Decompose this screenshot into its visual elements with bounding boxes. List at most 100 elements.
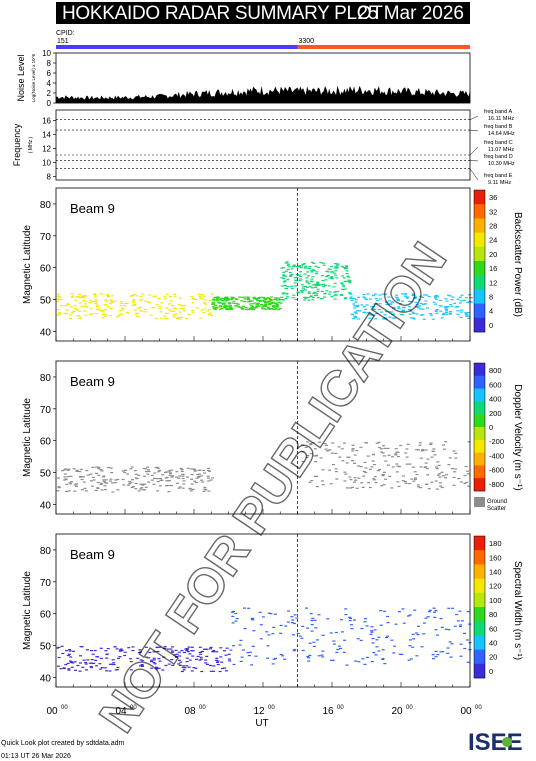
scatter-cell <box>442 312 446 314</box>
scatter-cell <box>301 460 305 463</box>
scatter-cell <box>317 266 321 268</box>
scatter-cell <box>170 650 174 652</box>
scatter-cell <box>458 302 462 304</box>
scatter-cell <box>373 476 377 478</box>
scatter-cell <box>305 277 309 279</box>
scatter-cell <box>241 649 245 651</box>
scatter-cell <box>104 308 108 311</box>
scatter-cell <box>347 279 351 281</box>
scatter-cell <box>353 305 357 307</box>
scatter-cell <box>291 619 295 621</box>
scatter-cell <box>344 265 348 267</box>
scatter-cell <box>174 649 178 651</box>
scatter-cell <box>197 469 201 471</box>
scatter-cell <box>397 300 400 302</box>
scatter-cell <box>381 649 385 651</box>
scatter-cell <box>372 454 375 456</box>
scatter-cell <box>260 303 264 306</box>
scatter-cell <box>106 294 110 296</box>
scatter-cell <box>90 313 94 315</box>
colorbar-label: Backscatter Power (dB) <box>512 212 523 317</box>
scatter-cell <box>90 650 93 652</box>
scatter-cell <box>232 645 235 647</box>
scatter-cell <box>365 304 369 306</box>
scatter-cell <box>375 639 379 641</box>
scatter-cell <box>127 647 131 649</box>
scatter-cell <box>178 304 182 306</box>
scatter-cell <box>449 313 452 315</box>
scatter-cell <box>376 299 380 302</box>
scatter-cell <box>395 463 399 465</box>
scatter-cell <box>445 474 448 476</box>
scatter-cell <box>246 298 250 301</box>
scatter-cell <box>101 313 105 315</box>
scatter-cell <box>364 467 368 469</box>
scatter-cell <box>111 659 115 661</box>
scatter-cell <box>273 613 277 615</box>
scatter-cell <box>79 662 82 664</box>
scatter-cell <box>345 267 349 269</box>
scatter-cell <box>280 296 284 298</box>
frequency-band-name: freq band E <box>484 173 513 179</box>
scatter-cell <box>382 610 386 612</box>
scatter-cell <box>250 664 254 666</box>
scatter-cell <box>118 656 122 658</box>
scatter-cell <box>284 270 288 272</box>
scatter-cell <box>153 477 156 479</box>
scatter-cell <box>310 281 314 283</box>
scatter-cell <box>397 455 400 458</box>
scatter-cell <box>162 656 166 658</box>
scatter-cell <box>64 664 68 666</box>
scatter-cell <box>116 478 120 481</box>
scatter-cell <box>334 266 338 268</box>
scatter-cell <box>424 617 428 619</box>
scatter-cell <box>78 670 82 672</box>
scatter-cell <box>435 294 439 296</box>
scatter-cell <box>275 305 279 307</box>
scatter-cell <box>307 291 311 293</box>
scatter-cell <box>152 296 156 298</box>
scatter-cell <box>139 483 143 485</box>
scatter-cell <box>69 475 73 477</box>
scatter-cell <box>195 658 198 660</box>
scatter-cell <box>372 652 376 654</box>
scatter-cell <box>321 650 325 652</box>
scatter-cell <box>465 639 469 641</box>
scatter-cell <box>165 293 169 295</box>
colorbar-tick-label: 800 <box>489 366 502 375</box>
scatter-cell <box>433 295 437 297</box>
scatter-cell <box>223 650 226 652</box>
lat-tick-label: 40 <box>40 500 52 511</box>
scatter-cell <box>328 293 331 295</box>
scatter-cell <box>382 455 386 457</box>
scatter-cell <box>334 471 338 473</box>
scatter-cell <box>387 464 390 466</box>
scatter-cell <box>409 658 413 660</box>
scatter-cell <box>337 446 341 448</box>
scatter-cell <box>224 308 228 310</box>
scatter-cell <box>419 457 423 459</box>
scatter-cell <box>432 658 435 660</box>
scatter-cell <box>237 306 241 308</box>
scatter-cell <box>65 650 69 652</box>
scatter-cell <box>173 308 177 310</box>
scatter-cell <box>397 485 401 487</box>
scatter-cell <box>462 299 466 301</box>
scatter-cell <box>301 444 304 446</box>
scatter-cell <box>124 302 128 304</box>
scatter-cell <box>143 483 147 485</box>
time-tick-sup: 00 <box>337 705 344 711</box>
scatter-cell <box>183 651 186 654</box>
scatter-cell <box>133 304 137 306</box>
scatter-cell <box>250 300 254 302</box>
scatter-cell <box>297 292 301 294</box>
scatter-cell <box>357 465 360 467</box>
scatter-cell <box>93 649 97 652</box>
scatter-cell <box>330 659 333 661</box>
scatter-cell <box>303 299 307 301</box>
scatter-cell <box>84 300 88 302</box>
scatter-cell <box>356 638 360 640</box>
scatter-cell <box>95 656 99 658</box>
scatter-cell <box>314 455 318 457</box>
scatter-cell <box>434 656 438 658</box>
